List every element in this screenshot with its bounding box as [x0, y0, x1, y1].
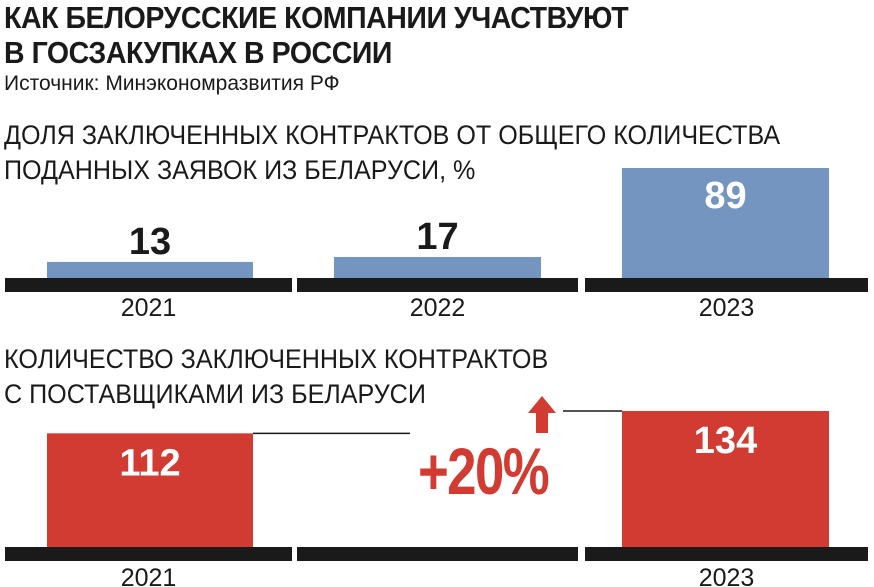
chart-2-growth-annotation: +20%	[418, 434, 549, 508]
chart-1-tick-2021: 2021	[121, 294, 177, 322]
chart-1-bar-2021	[47, 261, 253, 278]
title-line-1: КАК БЕЛОРУССКИЕ КОМПАНИИ УЧАСТВУЮТ	[4, 0, 629, 35]
page-title: КАК БЕЛОРУССКИЕ КОМПАНИИ УЧАСТВУЮТ В ГОС…	[4, 0, 629, 70]
chart-1-title: ДОЛЯ ЗАКЛЮЧЕННЫХ КОНТРАКТОВ ОТ ОБЩЕГО КО…	[4, 118, 780, 188]
chart-1-data-label-2023: 89	[704, 175, 746, 217]
chart-1-bar-2022	[334, 256, 541, 278]
chart-2-data-label-2021: 112	[119, 442, 180, 484]
chart-2-title-line-2: С ПОСТАВЩИКАМИ ИЗ БЕЛАРУСИ	[4, 379, 426, 409]
chart-1-bar-2023	[622, 168, 829, 278]
chart-1-title-line-2: ПОДАННЫХ ЗАЯВОК ИЗ БЕЛАРУСИ, %	[4, 155, 476, 185]
chart-2-tick-2021: 2021	[121, 564, 177, 587]
chart-2-tick-2023: 2023	[699, 564, 755, 587]
chart-1-baseline-2023	[585, 278, 868, 292]
chart-2-baseline-1	[5, 547, 292, 561]
chart-2-baseline-3	[585, 547, 868, 561]
chart-1-tick-2023: 2023	[699, 294, 755, 322]
chart-1-tick-2022: 2022	[410, 294, 466, 322]
source-note: Источник: Минэкономразвития РФ	[4, 72, 340, 95]
chart-2-baseline-2	[297, 547, 578, 561]
chart-1-baseline-2022	[297, 278, 578, 292]
chart-2-title: КОЛИЧЕСТВО ЗАКЛЮЧЕННЫХ КОНТРАКТОВ С ПОСТ…	[4, 342, 548, 412]
chart-1-baseline-2021	[5, 278, 292, 292]
title-line-2: В ГОСЗАКУПКАХ В РОССИИ	[4, 35, 392, 70]
chart-2-title-line-1: КОЛИЧЕСТВО ЗАКЛЮЧЕННЫХ КОНТРАКТОВ	[4, 344, 549, 374]
growth-arrow-icon	[528, 396, 556, 433]
chart-2-bar-2021	[47, 433, 253, 547]
chart-1-data-label-2022: 17	[416, 216, 458, 258]
chart-1-title-line-1: ДОЛЯ ЗАКЛЮЧЕННЫХ КОНТРАКТОВ ОТ ОБЩЕГО КО…	[4, 120, 781, 150]
chart-1-data-label-2021: 13	[129, 221, 171, 263]
chart-2-data-label-2023: 134	[694, 420, 757, 462]
chart-2-bar-2023	[622, 411, 829, 547]
